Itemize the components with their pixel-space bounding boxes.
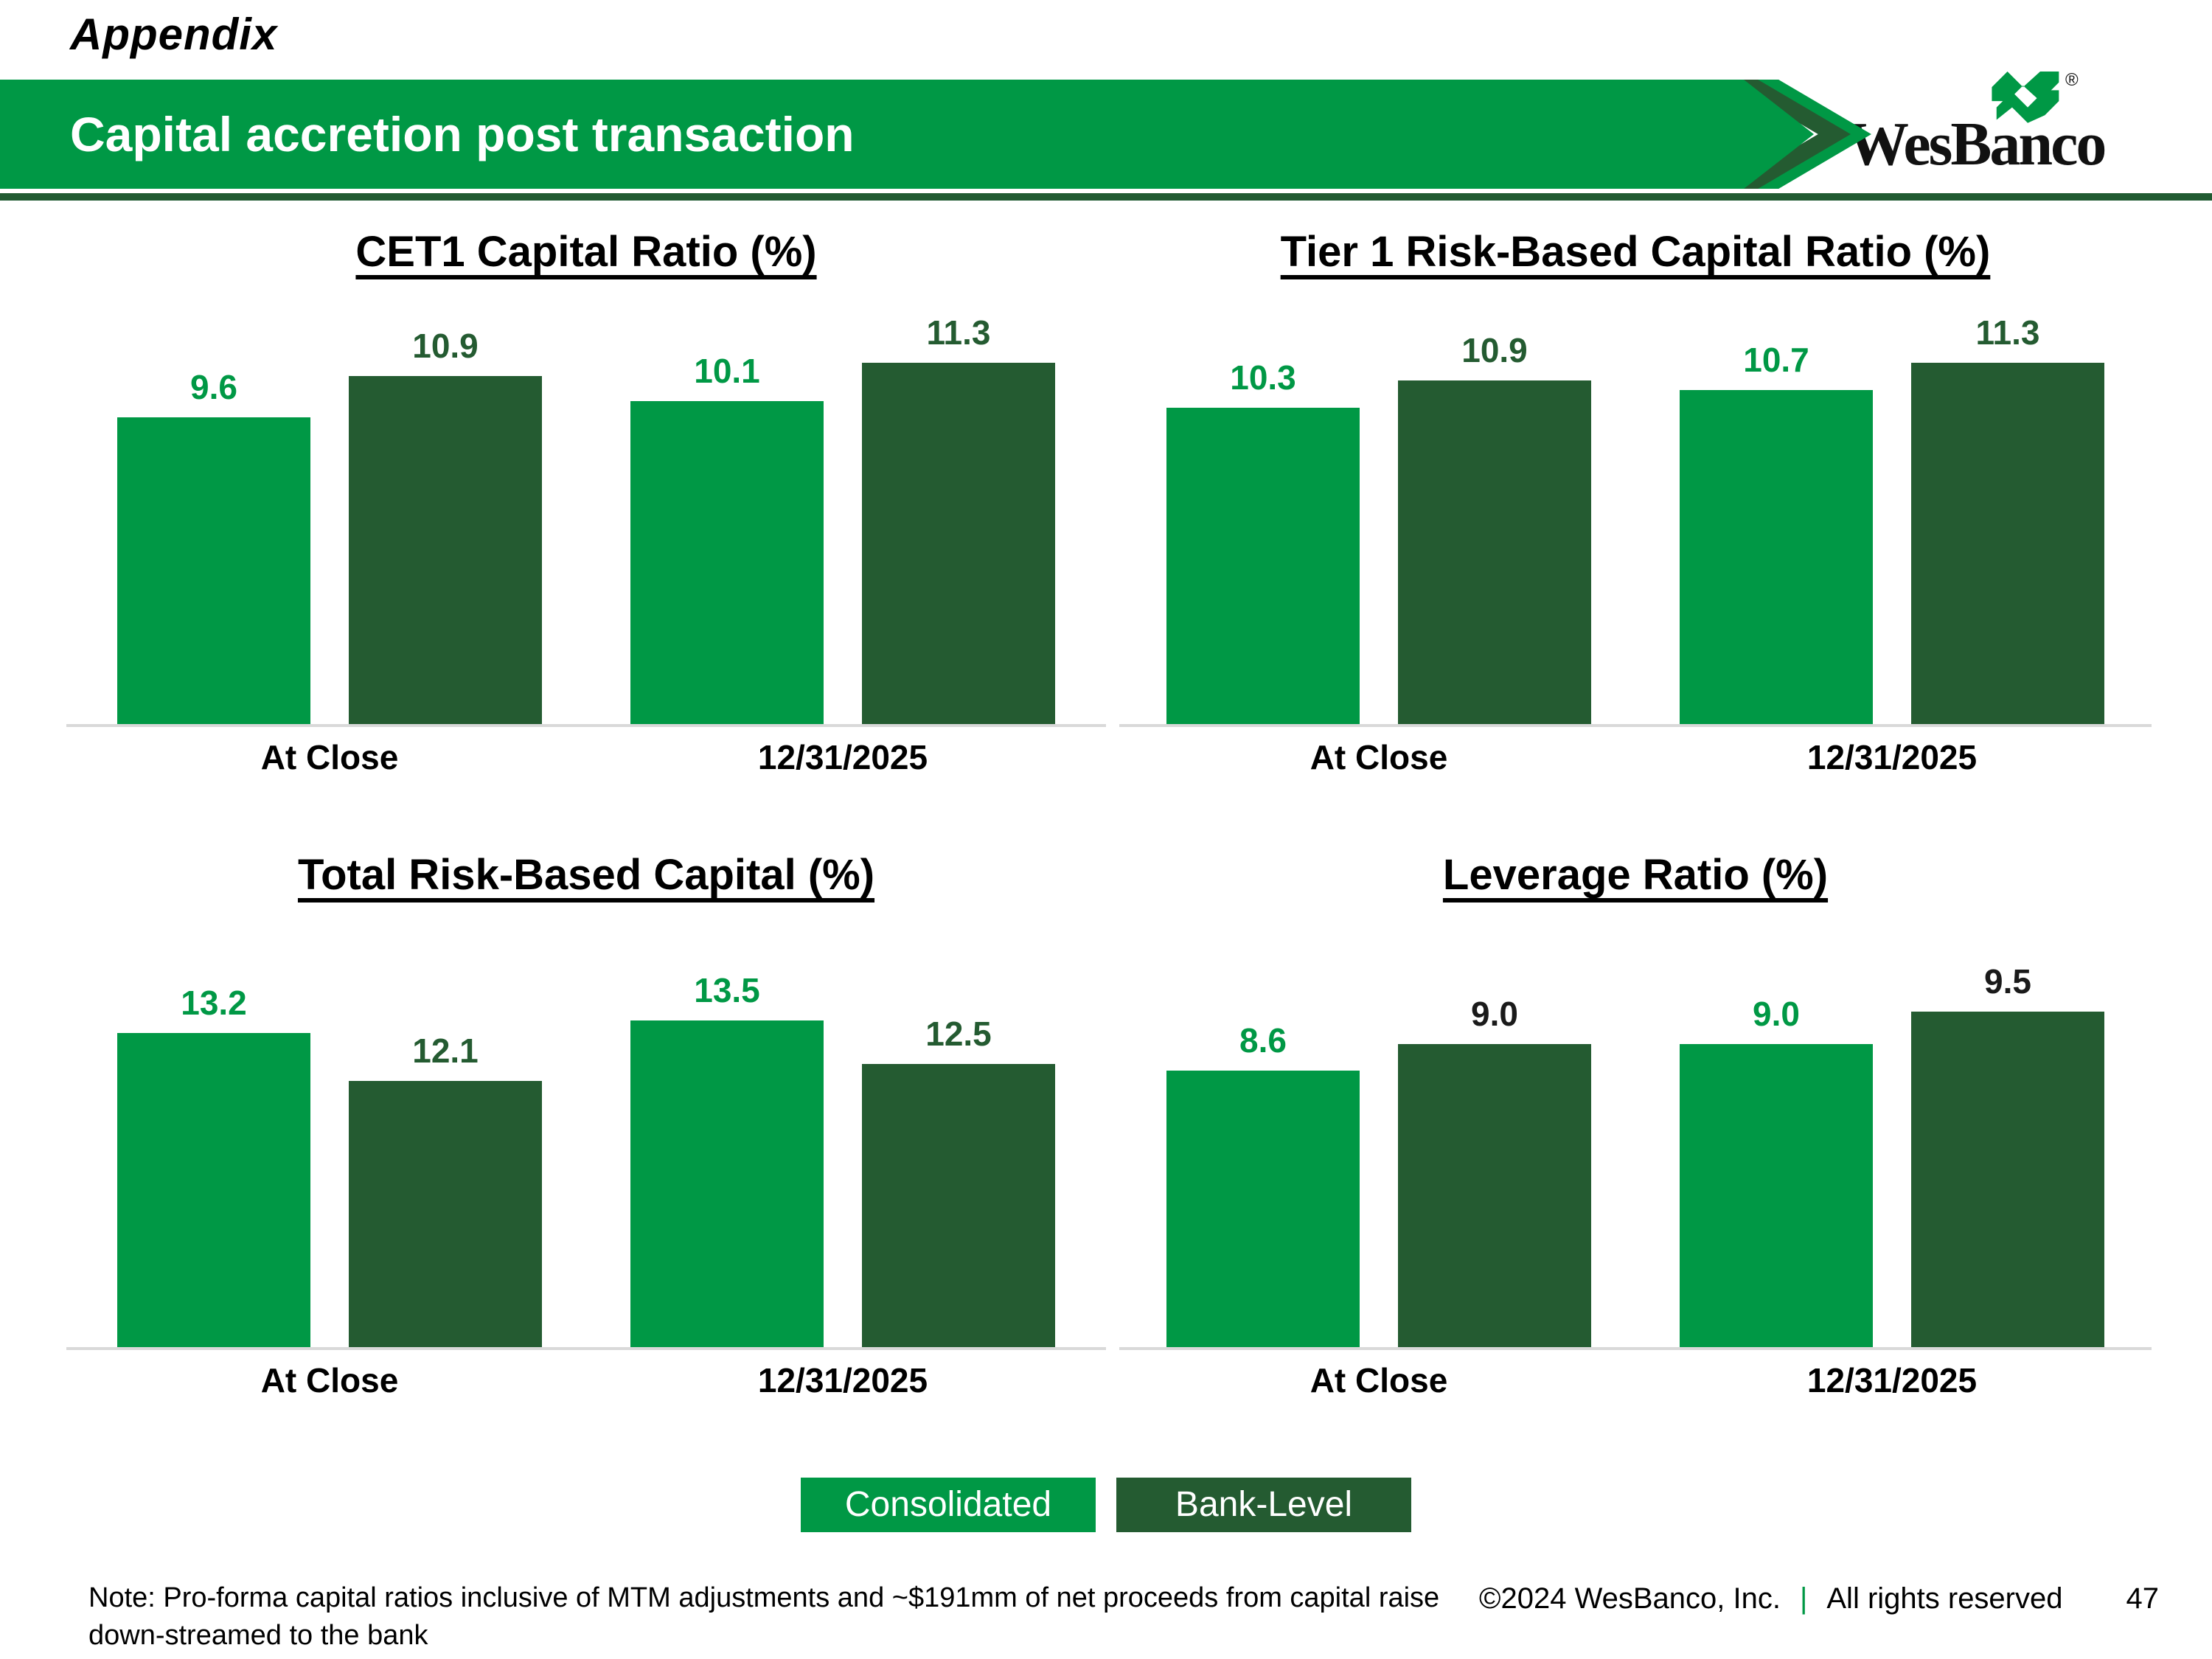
title-banner: Capital accretion post transaction bbox=[0, 80, 1917, 189]
bar-value-label: 13.2 bbox=[181, 984, 247, 1022]
chart-plot-area: 9.6 10.9 10.1 11.3 bbox=[66, 289, 1106, 727]
bar-value-label: 11.3 bbox=[926, 313, 991, 352]
bar-consolidated: 10.7 bbox=[1680, 341, 1873, 724]
chart-title: Total Risk-Based Capital (%) bbox=[297, 851, 875, 899]
bar-value-label: 10.9 bbox=[412, 327, 479, 365]
x-axis-label: At Close bbox=[1310, 1361, 1448, 1399]
bar-consolidated: 10.1 bbox=[630, 352, 824, 724]
bar-consolidated: 9.6 bbox=[117, 368, 310, 724]
bar-group: 13.5 12.5 bbox=[630, 971, 1055, 1347]
bar-value-label: 9.5 bbox=[1984, 962, 2031, 1001]
x-axis-label: At Close bbox=[260, 738, 399, 776]
chart-plot-area: 8.6 9.0 9.0 9.5 bbox=[1119, 912, 2152, 1350]
wesbanco-logo: ® WesBanco bbox=[1847, 70, 2201, 195]
x-axis-labels: At Close 12/31/2025 bbox=[1119, 737, 2152, 777]
x-axis-labels: At Close 12/31/2025 bbox=[66, 1360, 1106, 1400]
bar-bank-level: 12.5 bbox=[862, 1015, 1055, 1347]
bar-bank-level: 12.1 bbox=[349, 1032, 542, 1347]
bar-value-label: 13.5 bbox=[694, 971, 760, 1009]
bar-value-label: 9.0 bbox=[1471, 995, 1518, 1033]
x-axis-label: 12/31/2025 bbox=[1806, 1361, 1978, 1399]
registered-trademark-mark: ® bbox=[2065, 70, 2079, 90]
chart-tier1-risk-based-capital-ratio: Tier 1 Risk-Based Capital Ratio (%) 10.3… bbox=[1112, 220, 2159, 810]
x-axis-labels: At Close 12/31/2025 bbox=[66, 737, 1106, 777]
chart-title: CET1 Capital Ratio (%) bbox=[355, 228, 817, 276]
chart-total-risk-based-capital: Total Risk-Based Capital (%) 13.2 12.1 13.… bbox=[59, 843, 1113, 1433]
footer-right: ©2024 WesBanco, Inc. | All rights reserv… bbox=[1479, 1582, 2159, 1615]
bar-bank-level: 10.9 bbox=[1398, 331, 1591, 724]
x-axis-label: At Close bbox=[260, 1361, 399, 1399]
bar-group: 10.1 11.3 bbox=[630, 313, 1055, 724]
bar-value-label: 11.3 bbox=[1975, 313, 2040, 352]
footnote: Note: Pro-forma capital ratios inclusive… bbox=[88, 1582, 1440, 1652]
bar-consolidated: 10.3 bbox=[1166, 358, 1360, 724]
chart-plot-area: 10.3 10.9 10.7 11.3 bbox=[1119, 289, 2152, 727]
bar-consolidated: 9.0 bbox=[1680, 995, 1873, 1347]
bar-consolidated: 13.5 bbox=[630, 971, 824, 1347]
rights-text: All rights reserved bbox=[1826, 1582, 2063, 1615]
bar-bank-level: 9.5 bbox=[1911, 962, 2104, 1347]
x-axis-labels: At Close 12/31/2025 bbox=[1119, 1360, 2152, 1400]
bar-value-label: 9.6 bbox=[190, 368, 237, 406]
page-number: 47 bbox=[2126, 1582, 2160, 1615]
bar-group: 9.6 10.9 bbox=[117, 327, 542, 724]
wesbanco-logo-text: WesBanco bbox=[1847, 110, 2107, 178]
legend-item-consolidated: Consolidated bbox=[801, 1478, 1096, 1532]
bar-value-label: 10.9 bbox=[1461, 331, 1528, 369]
footer-divider: | bbox=[1799, 1582, 1808, 1615]
section-eyebrow: Appendix bbox=[70, 10, 278, 59]
x-axis-label: 12/31/2025 bbox=[757, 1361, 928, 1399]
legend-item-bank-level: Bank-Level bbox=[1116, 1478, 1411, 1532]
chart-plot-area: 13.2 12.1 13.5 12.5 bbox=[66, 912, 1106, 1350]
bar-value-label: 10.7 bbox=[1743, 341, 1809, 379]
bar-group: 10.3 10.9 bbox=[1166, 331, 1591, 724]
bar-bank-level: 10.9 bbox=[349, 327, 542, 724]
x-axis-label: 12/31/2025 bbox=[1806, 738, 1978, 776]
header-divider-rule bbox=[0, 193, 2212, 201]
copyright-text: ©2024 WesBanco, Inc. bbox=[1479, 1582, 1781, 1615]
chart-title: Leverage Ratio (%) bbox=[1442, 851, 1829, 899]
bar-group: 9.0 9.5 bbox=[1680, 962, 2104, 1347]
bar-bank-level: 11.3 bbox=[1911, 313, 2104, 724]
x-axis-label: 12/31/2025 bbox=[757, 738, 928, 776]
bar-value-label: 10.1 bbox=[694, 352, 760, 390]
wesbanco-logo-mark-icon bbox=[1992, 72, 2059, 123]
chart-legend: Consolidated Bank-Level bbox=[801, 1478, 1411, 1532]
bar-value-label: 10.3 bbox=[1230, 358, 1296, 397]
bar-bank-level: 9.0 bbox=[1398, 995, 1591, 1347]
bar-group: 13.2 12.1 bbox=[117, 984, 542, 1347]
x-axis-label: At Close bbox=[1310, 738, 1448, 776]
chart-title: Tier 1 Risk-Based Capital Ratio (%) bbox=[1280, 228, 1991, 276]
bar-group: 8.6 9.0 bbox=[1166, 995, 1591, 1347]
chart-cet1-capital-ratio: CET1 Capital Ratio (%) 9.6 10.9 10.1 11.3 A… bbox=[59, 220, 1113, 810]
bar-group: 10.7 11.3 bbox=[1680, 313, 2104, 724]
slide-title: Capital accretion post transaction bbox=[70, 107, 855, 161]
bar-value-label: 9.0 bbox=[1753, 995, 1800, 1033]
bar-value-label: 12.1 bbox=[412, 1032, 479, 1070]
bar-consolidated: 13.2 bbox=[117, 984, 310, 1347]
bar-value-label: 12.5 bbox=[925, 1015, 992, 1053]
bar-bank-level: 11.3 bbox=[862, 313, 1055, 724]
bar-consolidated: 8.6 bbox=[1166, 1021, 1360, 1347]
chart-leverage-ratio: Leverage Ratio (%) 8.6 9.0 9.0 9.5 At Close… bbox=[1112, 843, 2159, 1433]
bar-value-label: 8.6 bbox=[1239, 1021, 1287, 1060]
banner-bar: Capital accretion post transaction bbox=[0, 80, 1814, 189]
